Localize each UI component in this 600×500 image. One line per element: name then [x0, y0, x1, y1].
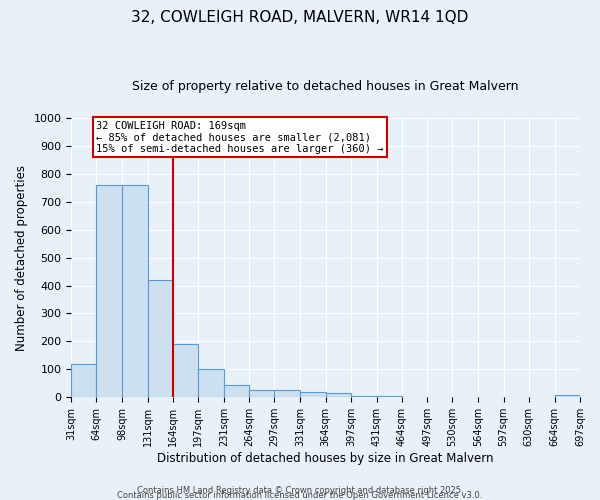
Bar: [377, 396, 402, 398]
Bar: [274, 390, 301, 398]
Bar: [173, 344, 198, 398]
Bar: [198, 370, 224, 398]
Bar: [351, 396, 377, 398]
Y-axis label: Number of detached properties: Number of detached properties: [15, 164, 28, 350]
Bar: [301, 392, 326, 398]
Bar: [249, 390, 274, 398]
Text: Contains public sector information licensed under the Open Government Licence v3: Contains public sector information licen…: [118, 491, 482, 500]
Text: Contains HM Land Registry data © Crown copyright and database right 2025.: Contains HM Land Registry data © Crown c…: [137, 486, 463, 495]
Bar: [71, 364, 97, 398]
Bar: [148, 280, 173, 398]
Bar: [555, 394, 580, 398]
Bar: [122, 185, 148, 398]
X-axis label: Distribution of detached houses by size in Great Malvern: Distribution of detached houses by size …: [157, 452, 494, 465]
Text: 32 COWLEIGH ROAD: 169sqm
← 85% of detached houses are smaller (2,081)
15% of sem: 32 COWLEIGH ROAD: 169sqm ← 85% of detach…: [97, 120, 384, 154]
Bar: [326, 393, 351, 398]
Text: 32, COWLEIGH ROAD, MALVERN, WR14 1QD: 32, COWLEIGH ROAD, MALVERN, WR14 1QD: [131, 10, 469, 25]
Title: Size of property relative to detached houses in Great Malvern: Size of property relative to detached ho…: [133, 80, 519, 93]
Bar: [97, 185, 122, 398]
Bar: [224, 385, 249, 398]
